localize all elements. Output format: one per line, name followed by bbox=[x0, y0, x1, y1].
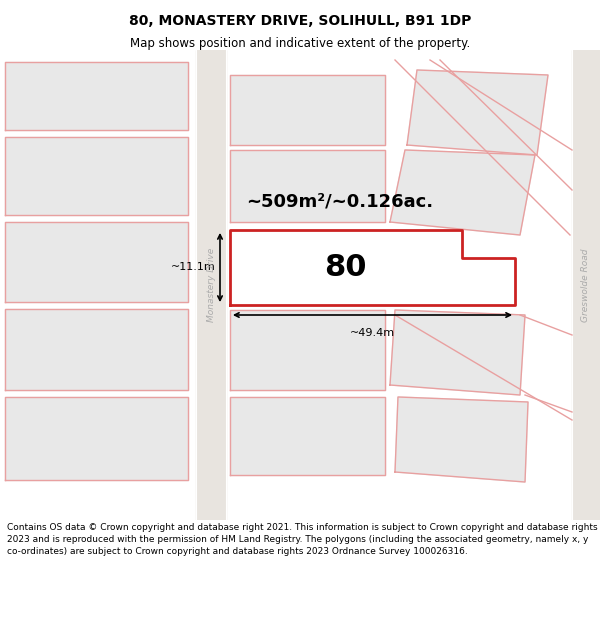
Polygon shape bbox=[5, 62, 188, 130]
Text: Map shows position and indicative extent of the property.: Map shows position and indicative extent… bbox=[130, 38, 470, 51]
Bar bbox=[572, 50, 600, 520]
Polygon shape bbox=[230, 75, 385, 145]
Text: 80, MONASTERY DRIVE, SOLIHULL, B91 1DP: 80, MONASTERY DRIVE, SOLIHULL, B91 1DP bbox=[129, 14, 471, 28]
Polygon shape bbox=[5, 397, 188, 480]
Text: Monastery Drive: Monastery Drive bbox=[206, 248, 215, 322]
Text: ~11.1m: ~11.1m bbox=[171, 262, 216, 272]
Polygon shape bbox=[5, 137, 188, 215]
Bar bbox=[196, 50, 226, 520]
Polygon shape bbox=[230, 230, 515, 305]
Text: Greswolde Road: Greswolde Road bbox=[581, 248, 590, 322]
Text: ~49.4m: ~49.4m bbox=[350, 328, 395, 338]
Text: ~509m²/~0.126ac.: ~509m²/~0.126ac. bbox=[247, 192, 434, 210]
Polygon shape bbox=[390, 310, 525, 395]
Polygon shape bbox=[395, 397, 528, 482]
Text: 80: 80 bbox=[324, 254, 366, 282]
Polygon shape bbox=[5, 222, 188, 302]
Polygon shape bbox=[407, 70, 548, 155]
Polygon shape bbox=[5, 309, 188, 390]
Polygon shape bbox=[230, 310, 385, 390]
Polygon shape bbox=[390, 150, 535, 235]
Text: Contains OS data © Crown copyright and database right 2021. This information is : Contains OS data © Crown copyright and d… bbox=[7, 523, 598, 556]
Polygon shape bbox=[230, 150, 385, 222]
Polygon shape bbox=[230, 397, 385, 475]
